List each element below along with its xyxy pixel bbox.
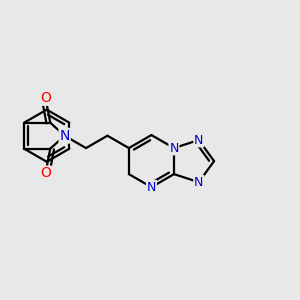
Text: O: O xyxy=(40,91,51,105)
Text: N: N xyxy=(194,134,203,146)
Text: N: N xyxy=(147,181,156,194)
Text: N: N xyxy=(194,176,203,189)
Text: O: O xyxy=(40,167,51,181)
Text: N: N xyxy=(59,129,70,143)
Text: N: N xyxy=(169,142,179,154)
